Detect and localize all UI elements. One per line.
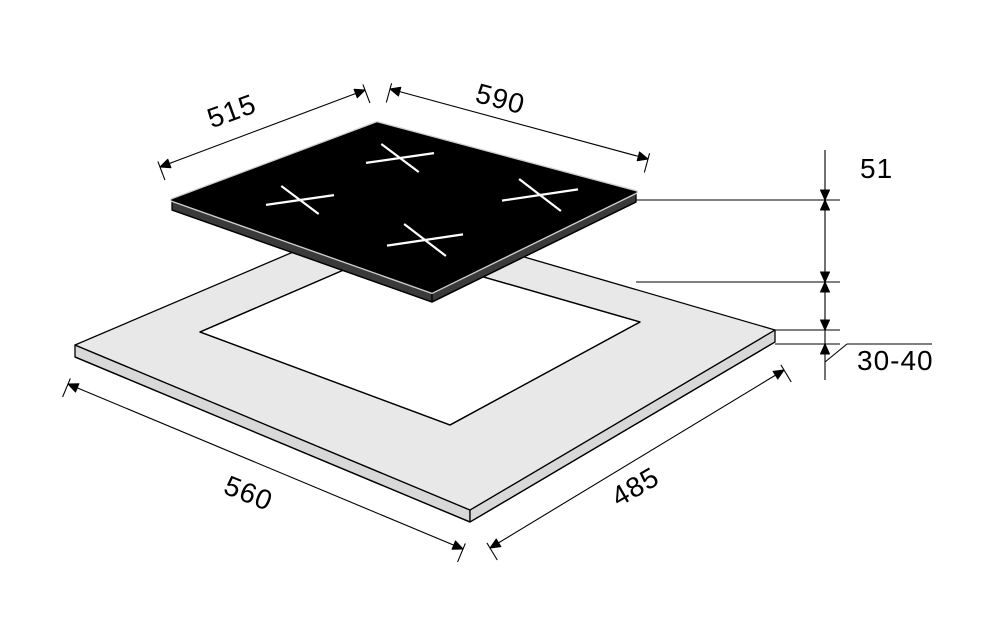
dim-height-gap: 51 xyxy=(860,153,893,184)
dim-thickness: 30-40 xyxy=(857,345,934,376)
